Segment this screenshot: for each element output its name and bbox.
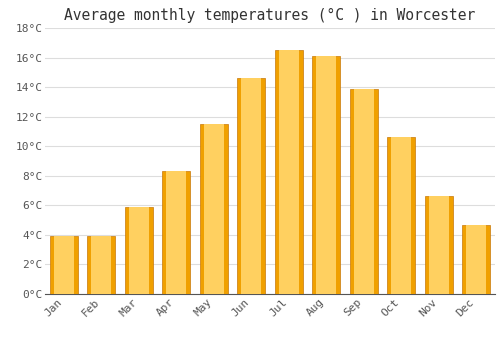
Bar bbox=[274, 50, 303, 294]
Bar bbox=[466, 225, 486, 294]
Bar bbox=[54, 236, 74, 294]
Bar bbox=[350, 89, 378, 294]
Bar bbox=[312, 56, 340, 294]
Title: Average monthly temperatures (°C ) in Worcester: Average monthly temperatures (°C ) in Wo… bbox=[64, 8, 476, 23]
Bar bbox=[200, 124, 228, 294]
Bar bbox=[124, 207, 153, 294]
Bar bbox=[428, 196, 449, 294]
Bar bbox=[204, 124, 224, 294]
Bar bbox=[387, 137, 416, 294]
Bar bbox=[237, 78, 266, 294]
Bar bbox=[424, 196, 453, 294]
Bar bbox=[278, 50, 299, 294]
Bar bbox=[241, 78, 262, 294]
Bar bbox=[354, 89, 374, 294]
Bar bbox=[50, 236, 78, 294]
Bar bbox=[91, 236, 112, 294]
Bar bbox=[128, 207, 149, 294]
Bar bbox=[316, 56, 336, 294]
Bar bbox=[166, 172, 186, 294]
Bar bbox=[462, 225, 490, 294]
Bar bbox=[391, 137, 411, 294]
Bar bbox=[162, 172, 190, 294]
Bar bbox=[87, 236, 116, 294]
